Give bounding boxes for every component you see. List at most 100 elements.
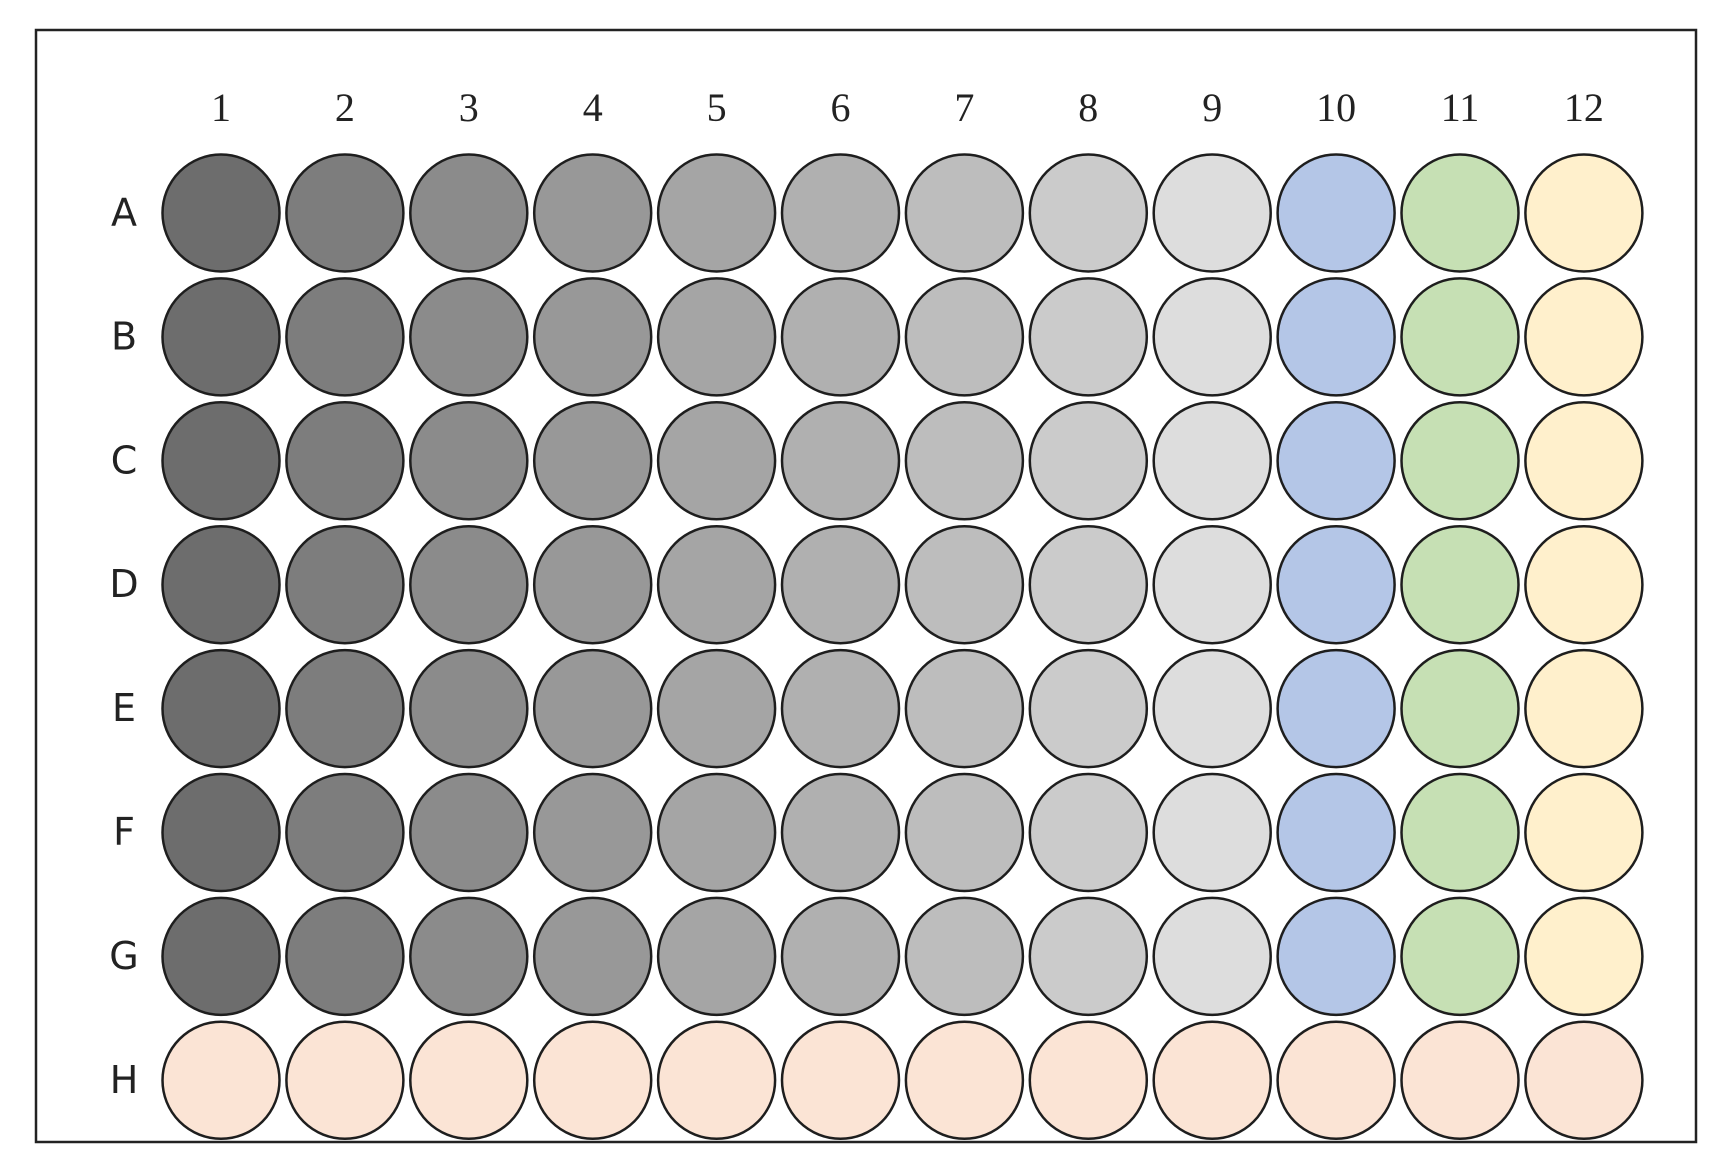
well bbox=[904, 524, 1025, 645]
well bbox=[409, 1020, 529, 1141]
column-label: 9 bbox=[1202, 85, 1222, 130]
well bbox=[904, 772, 1025, 893]
well bbox=[1400, 648, 1520, 769]
well bbox=[161, 896, 281, 1017]
well bbox=[1152, 772, 1272, 893]
well bbox=[161, 153, 281, 273]
well bbox=[285, 277, 405, 397]
well bbox=[1400, 1020, 1520, 1141]
well bbox=[532, 524, 653, 645]
well bbox=[1524, 648, 1644, 769]
well bbox=[1276, 524, 1396, 645]
well bbox=[1400, 153, 1520, 273]
well bbox=[1028, 277, 1149, 397]
well bbox=[532, 896, 653, 1017]
column-label: 7 bbox=[954, 85, 974, 130]
well bbox=[1276, 896, 1396, 1017]
well bbox=[161, 277, 281, 397]
well bbox=[1276, 153, 1396, 273]
column-label: 3 bbox=[459, 85, 479, 130]
well bbox=[409, 277, 529, 397]
well bbox=[532, 648, 653, 769]
well bbox=[532, 772, 653, 893]
well bbox=[656, 277, 777, 397]
well bbox=[1400, 277, 1520, 397]
well bbox=[780, 648, 901, 769]
well bbox=[780, 277, 901, 397]
well bbox=[1152, 896, 1272, 1017]
column-label: 10 bbox=[1316, 85, 1356, 130]
well bbox=[1028, 896, 1149, 1017]
column-label: 11 bbox=[1441, 85, 1480, 130]
well bbox=[1400, 401, 1520, 521]
well bbox=[161, 524, 281, 645]
well bbox=[1028, 772, 1149, 893]
well bbox=[1152, 401, 1272, 521]
well bbox=[409, 772, 529, 893]
well bbox=[1276, 277, 1396, 397]
well bbox=[409, 153, 529, 273]
well bbox=[285, 1020, 405, 1141]
row-label: B bbox=[111, 314, 137, 358]
column-label: 12 bbox=[1564, 85, 1604, 130]
well bbox=[780, 896, 901, 1017]
well bbox=[780, 1020, 901, 1141]
well bbox=[780, 772, 901, 893]
well bbox=[1276, 772, 1396, 893]
well bbox=[285, 648, 405, 769]
column-label: 2 bbox=[335, 85, 355, 130]
well bbox=[409, 401, 529, 521]
well bbox=[1524, 277, 1644, 397]
well bbox=[1524, 524, 1644, 645]
well bbox=[904, 277, 1025, 397]
well bbox=[1276, 648, 1396, 769]
well bbox=[1524, 896, 1644, 1017]
column-label: 6 bbox=[831, 85, 851, 130]
well bbox=[409, 648, 529, 769]
well bbox=[904, 896, 1025, 1017]
well bbox=[1152, 277, 1272, 397]
well bbox=[1152, 648, 1272, 769]
well bbox=[161, 772, 281, 893]
well bbox=[904, 1020, 1025, 1141]
well bbox=[161, 648, 281, 769]
row-label: E bbox=[112, 686, 136, 730]
row-label: H bbox=[110, 1058, 139, 1102]
well bbox=[656, 772, 777, 893]
well bbox=[285, 896, 405, 1017]
well bbox=[161, 401, 281, 521]
well bbox=[656, 648, 777, 769]
row-label: F bbox=[113, 810, 135, 854]
well bbox=[285, 524, 405, 645]
well bbox=[656, 896, 777, 1017]
row-label: A bbox=[111, 191, 137, 235]
well bbox=[1400, 896, 1520, 1017]
well bbox=[1028, 153, 1149, 273]
well bbox=[532, 153, 653, 273]
well bbox=[285, 153, 405, 273]
well bbox=[656, 1020, 777, 1141]
well bbox=[780, 524, 901, 645]
well bbox=[904, 648, 1025, 769]
well bbox=[1028, 401, 1149, 521]
well bbox=[1028, 524, 1149, 645]
well bbox=[285, 401, 405, 521]
well bbox=[1028, 1020, 1149, 1141]
well bbox=[1400, 524, 1520, 645]
row-label: C bbox=[111, 438, 138, 482]
well bbox=[1276, 1020, 1396, 1141]
column-label: 4 bbox=[583, 85, 603, 130]
well bbox=[656, 401, 777, 521]
well bbox=[1400, 772, 1520, 893]
well bbox=[780, 401, 901, 521]
well bbox=[532, 401, 653, 521]
row-label: G bbox=[109, 934, 138, 978]
well bbox=[285, 772, 405, 893]
well bbox=[1028, 648, 1149, 769]
well bbox=[1524, 772, 1644, 893]
well bbox=[1152, 1020, 1272, 1141]
well bbox=[1152, 524, 1272, 645]
column-label: 8 bbox=[1078, 85, 1098, 130]
